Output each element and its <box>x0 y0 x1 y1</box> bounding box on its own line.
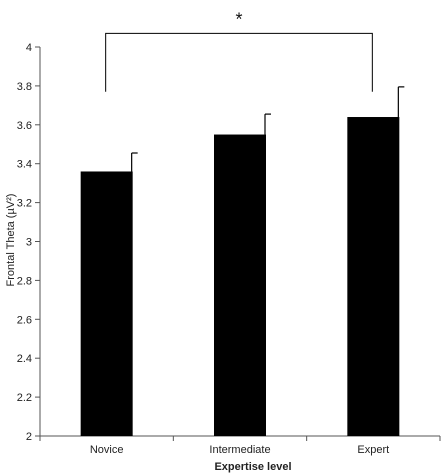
x-axis-title: Expertise level <box>214 461 291 473</box>
y-tick-label: 2.8 <box>17 275 32 287</box>
y-tick-label: 4 <box>26 42 32 54</box>
y-axis-title: Frontal Theta (µV²) <box>5 194 17 287</box>
bar-novice <box>80 171 133 437</box>
y-tick-label: 3.8 <box>17 81 32 93</box>
y-tick-label: 3.4 <box>17 159 32 171</box>
y-tick-label: 3.2 <box>17 198 32 210</box>
bracket-line <box>105 32 373 92</box>
bar-expert <box>347 117 400 437</box>
y-tick-label: 2 <box>26 431 32 443</box>
y-tick-label: 2.2 <box>17 392 32 404</box>
y-tick-label: 3 <box>26 237 32 249</box>
bar-intermediate <box>214 134 266 436</box>
y-axis: 2 2.2 2.4 2.6 2.8 3 3.2 3.4 3.6 3.8 4 <box>17 42 41 443</box>
significance-bracket: * <box>105 9 373 92</box>
x-category-label: Expert <box>357 444 389 456</box>
x-axis: Novice Intermediate Expert <box>39 435 441 456</box>
y-tick-label: 2.6 <box>17 314 32 326</box>
x-category-label: Intermediate <box>209 444 270 456</box>
error-bars <box>131 86 405 172</box>
significance-star: * <box>235 9 242 29</box>
y-tick-label: 3.6 <box>17 120 32 132</box>
y-tick-label: 2.4 <box>17 353 32 365</box>
x-category-label: Novice <box>90 444 124 456</box>
bars <box>80 117 400 437</box>
